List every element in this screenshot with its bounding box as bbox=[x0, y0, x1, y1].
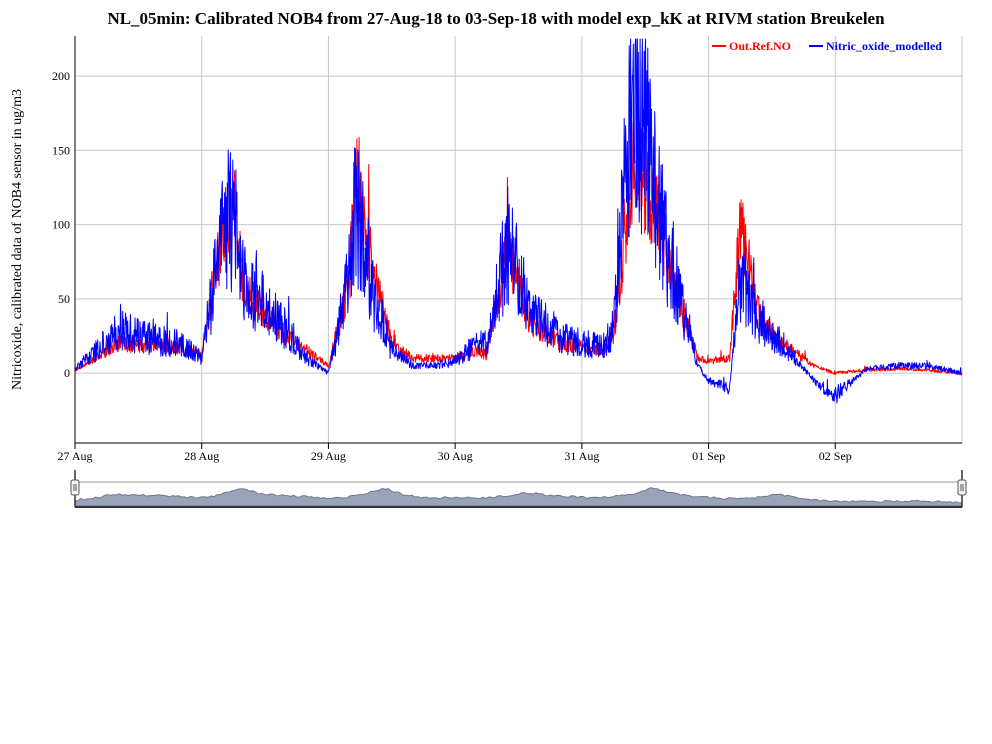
legend-label: Nitric_oxide_modelled bbox=[826, 39, 942, 53]
y-tick-label: 0 bbox=[64, 366, 70, 380]
legend-label: Out.Ref.NO bbox=[729, 39, 791, 53]
x-tick-label: 29 Aug bbox=[311, 449, 346, 463]
series-layer bbox=[74, 38, 963, 404]
drag-handle-icon[interactable] bbox=[70, 479, 80, 496]
range-navigator[interactable] bbox=[70, 470, 967, 508]
y-tick-label: 100 bbox=[52, 218, 70, 232]
x-tick-label: 30 Aug bbox=[438, 449, 473, 463]
navigator-area bbox=[74, 487, 963, 507]
x-tick-label: 28 Aug bbox=[184, 449, 219, 463]
series-line-modelled bbox=[74, 38, 963, 404]
y-tick-label: 50 bbox=[58, 292, 70, 306]
x-tick-label: 31 Aug bbox=[564, 449, 599, 463]
y-axis-title: Nitricoxide, calibrated data of NOB4 sen… bbox=[10, 89, 25, 390]
legend-item-modelled[interactable]: Nitric_oxide_modelled bbox=[809, 39, 942, 53]
x-tick-label: 27 Aug bbox=[57, 449, 92, 463]
legend-item-reference[interactable]: Out.Ref.NO bbox=[712, 39, 791, 53]
x-tick-label: 02 Sep bbox=[819, 449, 852, 463]
series-line-reference bbox=[74, 121, 963, 376]
y-tick-label: 150 bbox=[52, 143, 70, 157]
grid bbox=[74, 36, 963, 443]
y-tick-label: 200 bbox=[52, 69, 70, 83]
legend[interactable]: Out.Ref.NO Nitric_oxide_modelled bbox=[712, 39, 942, 53]
navigator-handle-left[interactable] bbox=[70, 479, 80, 496]
navigator-handle-right[interactable] bbox=[957, 479, 967, 496]
axes: 0 50 100 150 200 27 Aug 28 Aug 29 Aug 30 Aug 31 A… bbox=[10, 36, 962, 463]
x-tick-label: 01 Sep bbox=[692, 449, 725, 463]
chart-title: NL_05min: Calibrated NOB4 from 27-Aug-18… bbox=[107, 9, 885, 28]
drag-handle-icon[interactable] bbox=[957, 479, 967, 496]
